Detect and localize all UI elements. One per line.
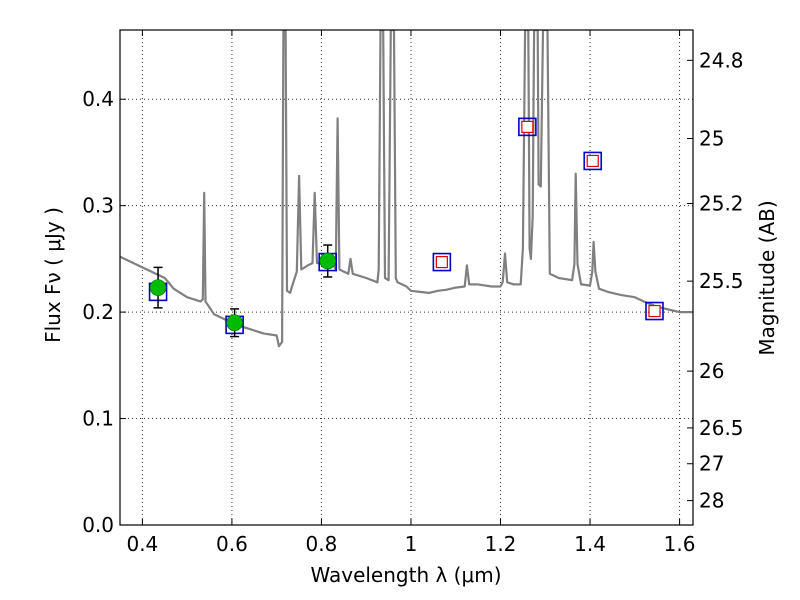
model-photometry-marker — [518, 117, 537, 137]
y-tick-label: 0.1 — [82, 407, 114, 431]
observed-photometry-point — [149, 279, 167, 296]
x-tick-label: 0.6 — [216, 532, 248, 556]
y2-tick-label: 27 — [699, 452, 724, 476]
y2-tick-label: 24.8 — [699, 48, 744, 72]
model-spectrum-layer — [120, 30, 693, 348]
x-tick-label: 1.6 — [664, 532, 696, 556]
plot-frame — [119, 29, 694, 526]
y-tick-label: 0.2 — [82, 300, 114, 324]
model-photometry-marker — [432, 252, 452, 272]
photometry-layer — [148, 117, 664, 338]
x-tick-label: 0.8 — [306, 532, 338, 556]
model-spectrum-line — [120, 30, 693, 348]
y2-axis-label: Magnitude (AB) — [755, 200, 779, 355]
y-tick-label: 0.0 — [82, 513, 114, 537]
y2-tick-label: 28 — [699, 489, 724, 513]
upper-limit-marker — [586, 154, 599, 168]
x-tick-label: 1.2 — [485, 532, 517, 556]
x-axis-label: Wavelength λ (μm) — [310, 563, 501, 587]
y2-tick-label: 25.5 — [699, 269, 744, 293]
y-tick-label: 0.4 — [82, 87, 114, 111]
x-tick-label: 1 — [405, 532, 418, 556]
x-tick-label: 0.4 — [126, 532, 158, 556]
upper-limit-marker — [435, 255, 448, 269]
model-photometry-marker — [645, 301, 664, 321]
y2-tick-label: 25.2 — [699, 192, 744, 216]
y-tick-label: 0.3 — [82, 194, 114, 218]
y2-tick-label: 26.5 — [699, 416, 744, 440]
y2-tick-label: 25 — [699, 126, 724, 150]
y-axis-label: Flux Fν ( μJy ) — [41, 207, 65, 343]
observed-photometry-point — [226, 314, 243, 332]
grid-lines — [120, 30, 693, 526]
x-tick-label: 1.4 — [574, 532, 606, 556]
model-photometry-marker — [583, 151, 603, 171]
upper-limit-marker — [521, 120, 534, 133]
observed-photometry-point — [319, 252, 337, 270]
y2-tick-label: 26 — [699, 359, 724, 383]
axis-ticks: 0.4 0.6 0.8 1 1.2 1.4 1.6 0.0 0.1 0.2 0.3 0.4 24.8 25… — [82, 30, 744, 556]
upper-limit-marker — [648, 304, 661, 318]
